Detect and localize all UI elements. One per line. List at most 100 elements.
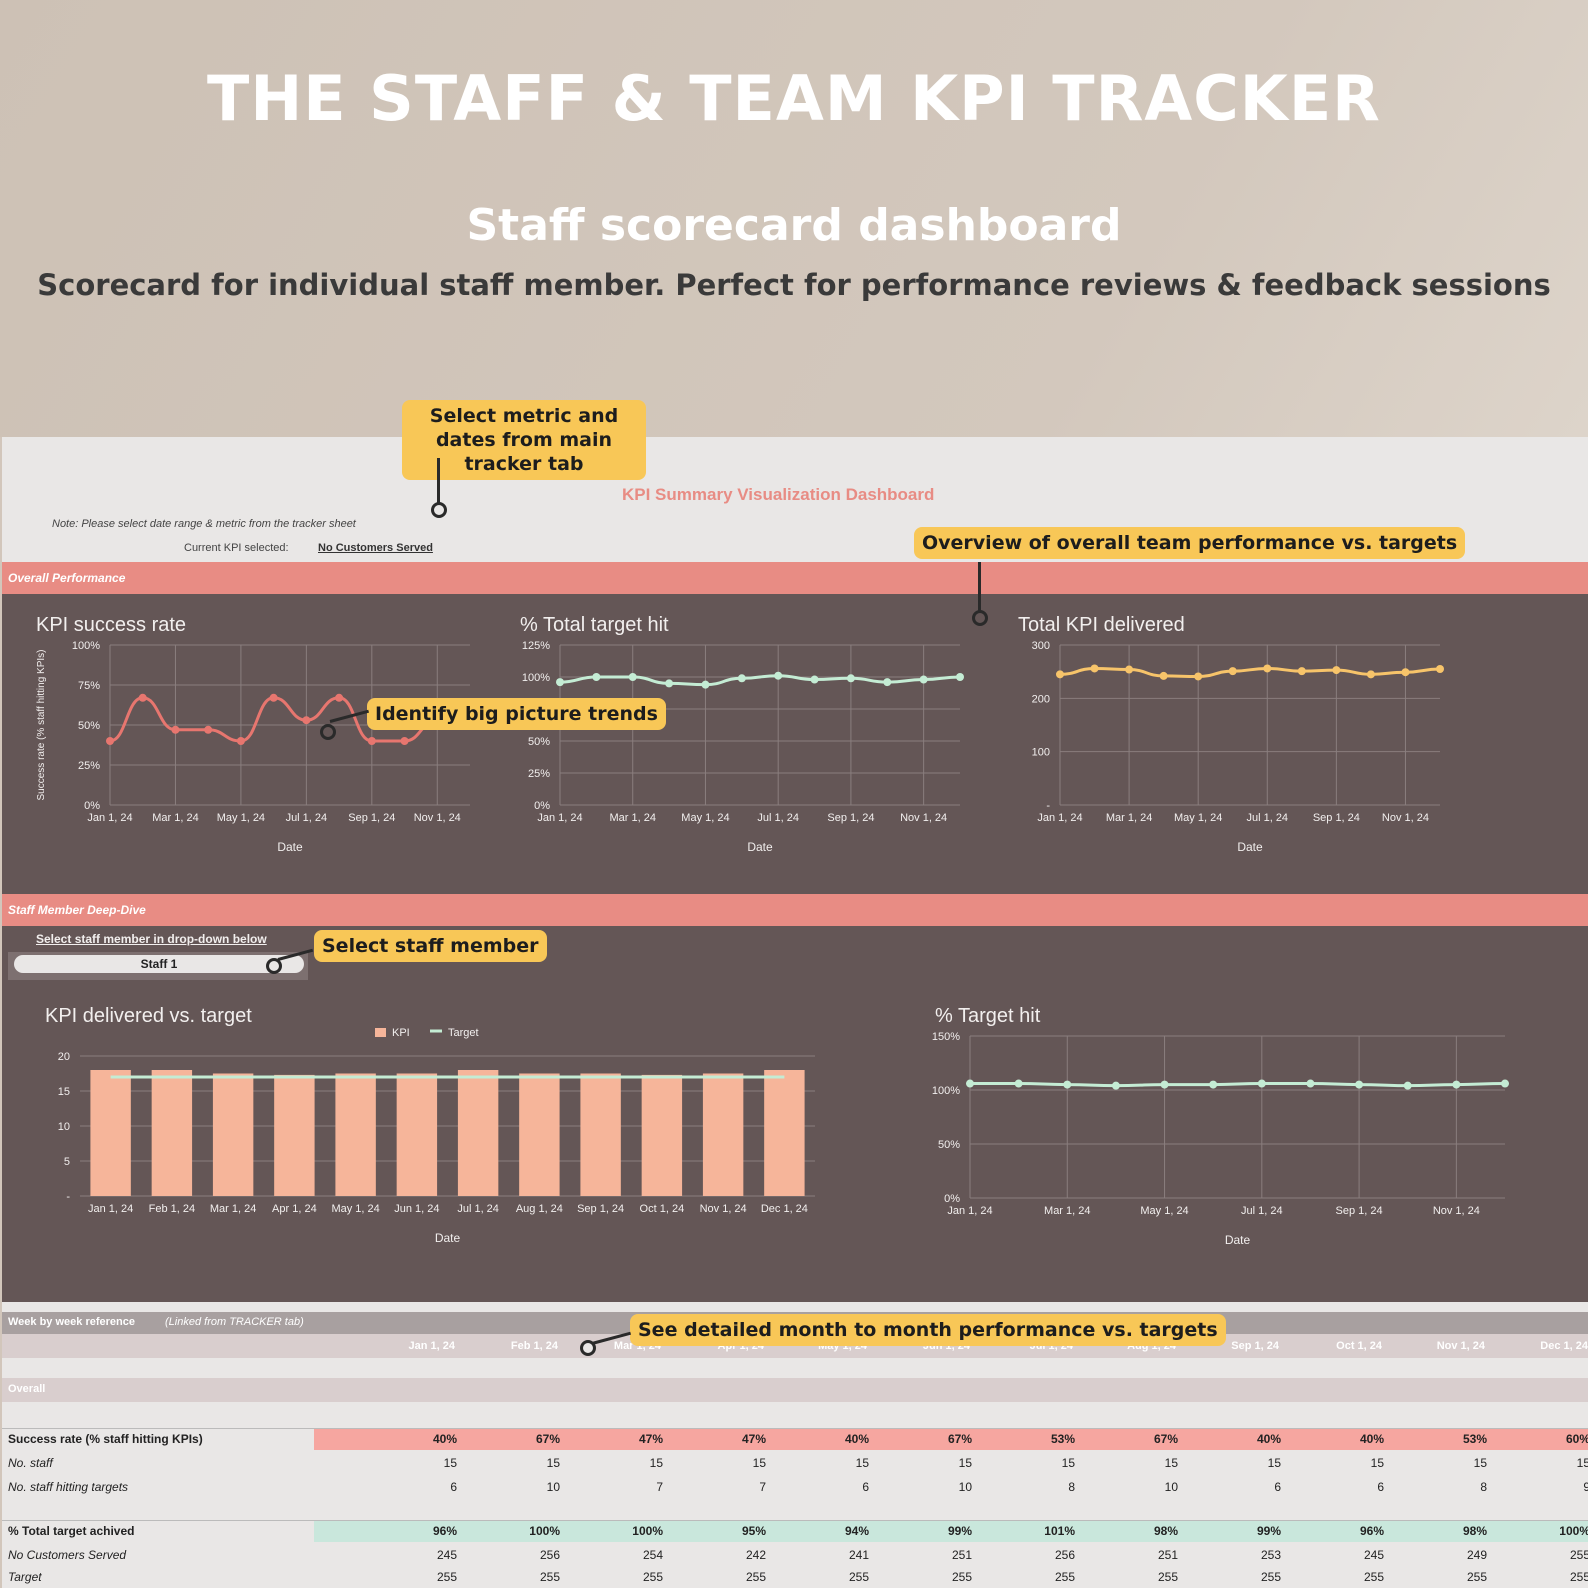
data-point <box>1160 1080 1169 1089</box>
x-tick-label: May 1, 24 <box>217 812 265 824</box>
data-point <box>846 674 855 683</box>
staff-dropdown[interactable]: Staff 1 <box>14 955 304 973</box>
table-cell: 10 <box>1164 1480 1178 1494</box>
table-cell: 99% <box>1256 1524 1281 1538</box>
y-tick-label: 200 <box>1032 693 1050 705</box>
x-tick-label: Apr 1, 24 <box>272 1203 317 1215</box>
legend-label-kpi: KPI <box>392 1028 410 1039</box>
callout-dot <box>266 958 282 974</box>
table-cell: 15 <box>1576 1456 1588 1470</box>
bar <box>702 1073 744 1196</box>
row-highlight <box>314 1520 1588 1542</box>
data-point <box>335 693 344 702</box>
current-kpi-value[interactable]: No Customers Served <box>318 542 433 554</box>
dashboard-title: KPI Summary Visualization Dashboard <box>622 485 935 504</box>
table-cell: 255 <box>745 1570 766 1584</box>
x-tick-label: Oct 1, 24 <box>640 1203 685 1215</box>
table-cell: 53% <box>1462 1432 1487 1446</box>
callout-detailed: See detailed month to month performance … <box>630 1314 1226 1346</box>
bar <box>212 1073 254 1196</box>
table-cell: 255 <box>1157 1570 1178 1584</box>
table-cell: 10 <box>546 1480 560 1494</box>
y-tick-label: 100% <box>932 1085 960 1097</box>
y-tick-label: - <box>1046 800 1050 812</box>
table-cell: 256 <box>1054 1548 1075 1562</box>
data-point <box>1436 665 1444 673</box>
y-tick-label: 50% <box>78 720 100 732</box>
x-tick-label: Nov 1, 24 <box>900 812 947 824</box>
callout-stem <box>978 562 981 612</box>
chart-title-target-hit: % Target hit <box>935 1005 1041 1027</box>
x-tick-label: Jul 1, 24 <box>1246 812 1288 824</box>
x-tick-label: Mar 1, 24 <box>1044 1205 1090 1217</box>
table-cell: 8 <box>1068 1480 1075 1494</box>
data-point <box>1228 667 1237 676</box>
table-row: % Total target achived 96% 100% 100% 95% 94% 9… <box>2 1520 1588 1542</box>
y-tick-label: 75% <box>78 680 100 692</box>
table-cell: 15 <box>1267 1456 1281 1470</box>
callout-trends: Identify big picture trends <box>367 698 666 730</box>
row-label: No. staff <box>8 1456 53 1470</box>
table-cell: 241 <box>848 1548 869 1562</box>
row-divider <box>2 1428 1588 1429</box>
x-tick-label: Nov 1, 24 <box>414 812 461 824</box>
data-point <box>1257 1079 1266 1088</box>
x-tick-label: May 1, 24 <box>1174 812 1222 824</box>
callout-select-metric: Select metric and dates from main tracke… <box>402 400 646 480</box>
table-cell: 255 <box>436 1570 457 1584</box>
page-tagline: Scorecard for individual staff member. P… <box>37 268 1551 302</box>
table-cell: 255 <box>1569 1570 1588 1584</box>
page-title: THE STAFF & TEAM KPI TRACKER <box>207 62 1381 135</box>
table-cell: 96% <box>1359 1524 1384 1538</box>
y-tick-label: 0% <box>84 800 100 812</box>
bar <box>90 1070 131 1196</box>
table-cell: 15 <box>649 1456 663 1470</box>
y-tick-label: 300 <box>1032 640 1050 652</box>
callout-dot <box>580 1340 596 1356</box>
bar <box>641 1074 683 1196</box>
table-row: Success rate (% staff hitting KPIs) 40% 67… <box>2 1428 1588 1450</box>
data-point <box>956 673 964 681</box>
x-axis-label: Date <box>435 1231 461 1245</box>
data-point <box>1125 665 1134 674</box>
chart-title-kpi-vs-target: KPI delivered vs. target <box>45 1005 252 1027</box>
table-cell: 6 <box>862 1480 869 1494</box>
data-point <box>1056 670 1064 679</box>
table-cell: 255 <box>1569 1548 1588 1562</box>
table-cell: 245 <box>436 1548 457 1562</box>
target-hit-chart: 0% 50% 100% 150% Jan 1, 24 Mar 1, 24 May 1, 24… <box>932 1031 1509 1247</box>
table-cell: 15 <box>1164 1456 1178 1470</box>
table-row: No. staff 15 15 15 15 15 15 15 15 15 15 15 15 <box>2 1452 1588 1474</box>
y-tick-label: 100% <box>72 640 100 652</box>
table-cell: 7 <box>759 1480 766 1494</box>
data-point <box>1401 668 1410 677</box>
table-cell: 7 <box>656 1480 663 1494</box>
table-cell: 96% <box>432 1524 457 1538</box>
row-highlight <box>314 1428 1588 1450</box>
table-cell: 6 <box>450 1480 457 1494</box>
row-divider <box>2 1520 1588 1521</box>
data-point <box>367 737 376 745</box>
data-point <box>774 671 783 680</box>
data-point <box>665 679 674 688</box>
table-cell: 6 <box>1274 1480 1281 1494</box>
y-axis-label: Success rate (% staff hitting KPIs) <box>36 650 47 801</box>
callout-stem <box>437 458 440 504</box>
table-cell: 15 <box>855 1456 869 1470</box>
data-point <box>1263 664 1272 673</box>
data-point <box>1209 1080 1218 1089</box>
current-kpi-label: Current KPI selected: <box>184 542 289 554</box>
table-cell: 15 <box>752 1456 766 1470</box>
week-ref-header: Week by week reference <box>8 1316 135 1328</box>
table-cell: 15 <box>1473 1456 1487 1470</box>
x-tick-label: Sep 1, 24 <box>348 812 395 824</box>
data-point <box>1366 670 1375 679</box>
data-point <box>1355 1080 1364 1089</box>
x-tick-label: Mar 1, 24 <box>1106 812 1152 824</box>
table-cell: 94% <box>844 1524 869 1538</box>
bar <box>396 1073 438 1196</box>
table-cell: 255 <box>848 1570 869 1584</box>
y-tick-label: 0% <box>534 800 550 812</box>
data-point <box>269 693 278 702</box>
